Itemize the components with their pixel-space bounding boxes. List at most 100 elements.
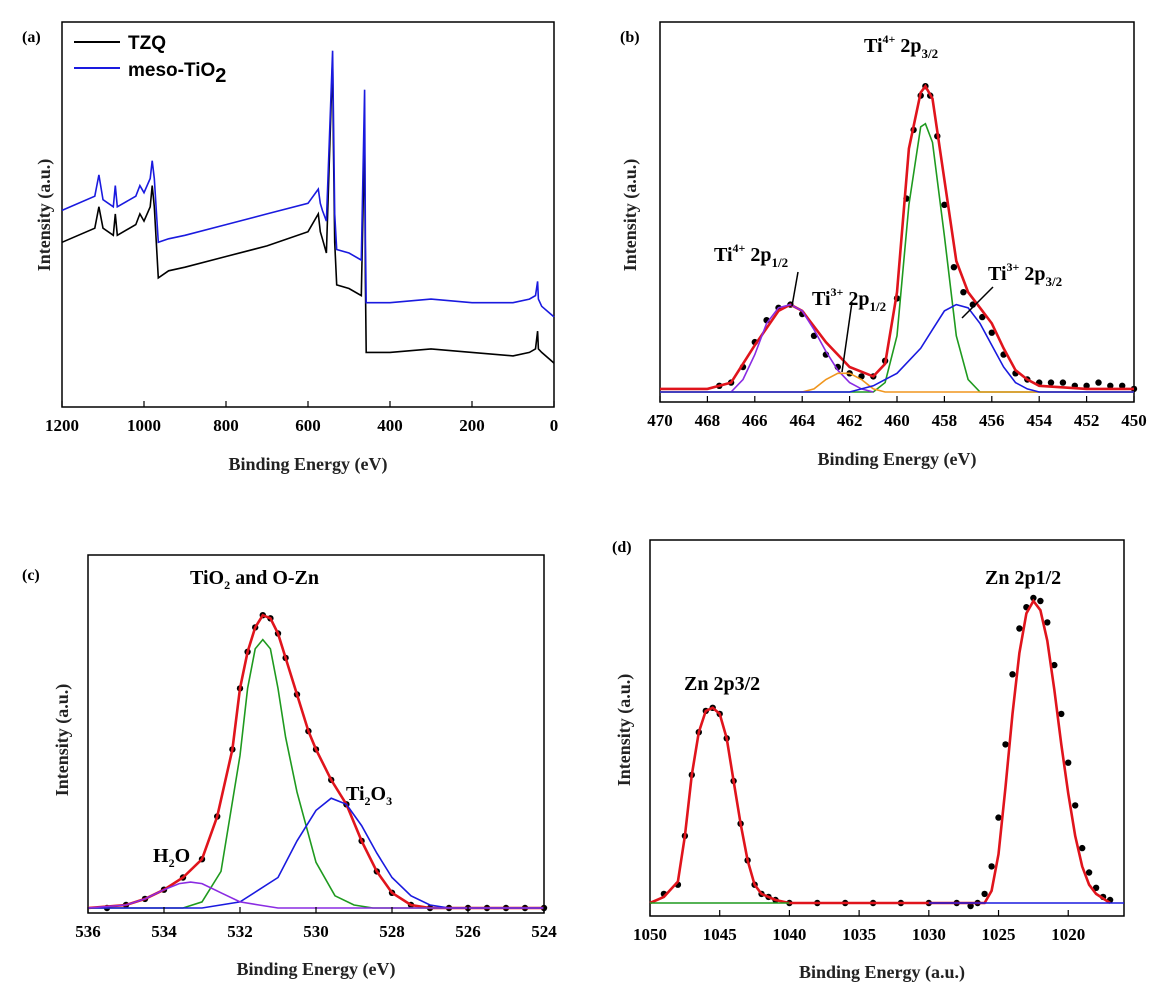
panel-c-x-axis-title: Binding Energy (eV) bbox=[236, 959, 395, 980]
data-point bbox=[1009, 671, 1016, 678]
series-line-fit-envelope bbox=[649, 598, 1111, 905]
panel-b-frame bbox=[659, 21, 1135, 403]
x-tick-label: 450 bbox=[1121, 411, 1147, 430]
data-point bbox=[1072, 802, 1079, 809]
x-tick-label: 532 bbox=[227, 922, 253, 941]
data-point bbox=[988, 863, 995, 870]
series-line-ti2o3 bbox=[88, 797, 544, 909]
x-tick-label: 1050 bbox=[633, 925, 667, 944]
annot-zn-2p32: Zn 2p3/2 bbox=[684, 673, 760, 695]
data-point bbox=[1085, 869, 1093, 876]
arrow-ti3-2p12 bbox=[841, 301, 853, 373]
annot-zn-2p12: Zn 2p1/2 bbox=[985, 567, 1061, 589]
data-point bbox=[941, 201, 948, 208]
data-point bbox=[1037, 597, 1044, 605]
panel-a-y-axis-title: Intensity (a.u.) bbox=[34, 159, 55, 272]
panel-d-plot-area bbox=[649, 594, 1124, 910]
x-tick-label: 1020 bbox=[1051, 925, 1085, 944]
data-point bbox=[1051, 661, 1058, 669]
panel-d-frame bbox=[649, 539, 1125, 917]
data-point bbox=[967, 902, 974, 910]
x-tick-label: 800 bbox=[213, 416, 239, 435]
data-point bbox=[1030, 594, 1037, 602]
arrow-ti3-2p32 bbox=[961, 286, 994, 319]
series-line-h2o bbox=[87, 881, 544, 909]
panel-d-annotations: Zn 2p3/2 Zn 2p1/2 bbox=[684, 567, 1061, 695]
x-tick-label: 1035 bbox=[842, 925, 876, 944]
annot-h2o: H2O bbox=[153, 845, 190, 870]
x-tick-label: 526 bbox=[455, 922, 481, 941]
data-point bbox=[1095, 379, 1102, 386]
panel-d: (d) 1050 1045 1040 1035 1030 1025 1020 Binding… bbox=[612, 539, 1125, 983]
series-line-fit-envelope bbox=[660, 83, 1134, 391]
panel-a-label: (a) bbox=[22, 29, 41, 46]
x-tick-label: 530 bbox=[303, 922, 329, 941]
data-point bbox=[1058, 710, 1065, 718]
panel-c: (c) 536 534 532 530 528 526 524 Binding Energy… bbox=[22, 554, 557, 980]
panel-b-y-axis-title: Intensity (a.u.) bbox=[620, 159, 641, 272]
panel-c-annotations: TiO2 and O-Zn Ti2O3 H2O bbox=[153, 567, 392, 870]
data-point bbox=[1059, 379, 1067, 386]
series-line-ti4-2p3-2 bbox=[660, 122, 1134, 393]
x-tick-label: 466 bbox=[742, 411, 768, 430]
data-point bbox=[950, 264, 958, 271]
annot-ti3-2p12: Ti3+ 2p1/2 bbox=[812, 285, 886, 314]
panel-d-x-ticks: 1050 1045 1040 1035 1030 1025 1020 bbox=[633, 910, 1085, 944]
panel-a: (a) 1200 1000 800 600 400 200 0 Binding Energy… bbox=[22, 21, 559, 475]
x-tick-label: 460 bbox=[884, 411, 910, 430]
panel-d-label: (d) bbox=[612, 539, 632, 556]
x-tick-label: 470 bbox=[647, 411, 673, 430]
panel-d-y-axis-title: Intensity (a.u.) bbox=[614, 674, 635, 787]
panel-a-x-axis-title: Binding Energy (eV) bbox=[228, 454, 387, 475]
arrow-ti4-2p12 bbox=[791, 271, 799, 307]
panel-c-y-axis-title: Intensity (a.u.) bbox=[52, 684, 73, 797]
x-tick-label: 458 bbox=[932, 411, 958, 430]
data-point bbox=[960, 289, 967, 296]
data-point bbox=[1065, 759, 1072, 766]
x-tick-label: 400 bbox=[377, 416, 403, 435]
series-line-ti4-2p1-2 bbox=[730, 303, 874, 393]
x-tick-label: 1025 bbox=[982, 925, 1016, 944]
series-line-ti3-2p3-2 bbox=[660, 303, 1134, 393]
panel-b-annotations: Ti4+ 2p3/2 Ti4+ 2p1/2 Ti3+ 2p1/2 Ti3+ 2p… bbox=[714, 32, 1062, 373]
data-point bbox=[1083, 382, 1090, 389]
x-tick-label: 600 bbox=[295, 416, 321, 435]
x-tick-label: 536 bbox=[75, 922, 101, 941]
x-tick-label: 468 bbox=[695, 411, 721, 430]
annot-ti4-2p32: Ti4+ 2p3/2 bbox=[864, 32, 938, 61]
annot-ti2o3: Ti2O3 bbox=[346, 783, 392, 808]
x-tick-label: 528 bbox=[379, 922, 405, 941]
panel-a-legend: TZQ meso-TiO2 bbox=[74, 33, 226, 87]
series-line-meso-tio2 bbox=[61, 50, 555, 318]
panel-b-x-ticks: 470 468 466 464 462 460 458 456 454 452 450 bbox=[647, 396, 1147, 430]
x-tick-label: 1040 bbox=[772, 925, 806, 944]
data-point bbox=[981, 890, 988, 898]
data-point bbox=[1079, 844, 1086, 852]
panel-c-label: (c) bbox=[22, 567, 40, 584]
annot-tio2-o-zn: TiO2 and O-Zn bbox=[190, 567, 319, 592]
panel-d-x-axis-title: Binding Energy (a.u.) bbox=[799, 962, 965, 983]
x-tick-label: 1200 bbox=[45, 416, 79, 435]
data-point bbox=[1047, 379, 1055, 386]
annot-ti3-2p32: Ti3+ 2p3/2 bbox=[988, 260, 1062, 289]
data-point bbox=[1002, 741, 1009, 748]
panel-b-label: (b) bbox=[620, 29, 640, 46]
series-line-tzq bbox=[61, 57, 555, 364]
data-point bbox=[1092, 884, 1100, 891]
x-tick-label: 534 bbox=[151, 922, 177, 941]
x-tick-label: 464 bbox=[789, 411, 815, 430]
x-tick-label: 456 bbox=[979, 411, 1005, 430]
x-tick-label: 462 bbox=[837, 411, 863, 430]
panel-b: (b) 470 468 466 464 462 460 458 456 454 452 450 Bi… bbox=[620, 21, 1147, 470]
x-tick-label: 524 bbox=[531, 922, 557, 941]
x-tick-label: 1000 bbox=[127, 416, 161, 435]
x-tick-label: 452 bbox=[1074, 411, 1100, 430]
legend-label-meso-tio2: meso-TiO2 bbox=[128, 60, 226, 87]
annot-ti4-2p12: Ti4+ 2p1/2 bbox=[714, 241, 788, 270]
panel-c-plot-area bbox=[87, 612, 548, 912]
x-tick-label: 0 bbox=[550, 416, 559, 435]
data-point bbox=[1016, 625, 1023, 632]
panel-b-plot-area bbox=[660, 83, 1138, 393]
series-raw-data bbox=[716, 83, 1138, 393]
